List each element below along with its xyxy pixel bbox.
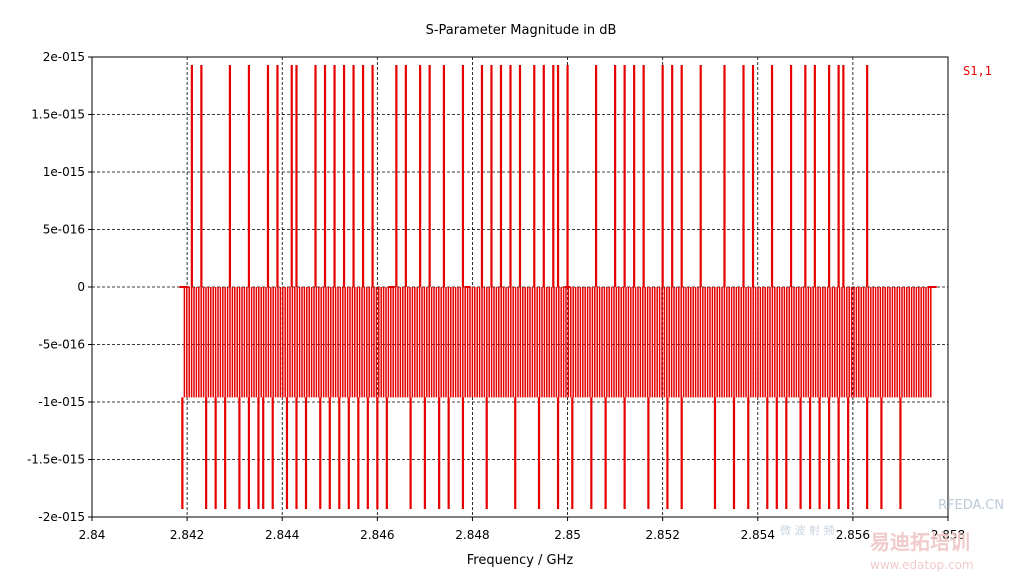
watermark-site: RFEDA.CN [938, 498, 1004, 513]
x-tick-label: 2.846 [360, 528, 394, 542]
x-tick-label: 2.85 [554, 528, 581, 542]
x-tick-label: 2.856 [836, 528, 870, 542]
watermark-brand: 易迪拓培训 [870, 530, 970, 554]
y-tick-label: 5e-016 [43, 223, 85, 237]
y-tick-label: 1.5e-015 [31, 108, 85, 122]
y-tick-label: -1e-015 [38, 395, 85, 409]
watermark-tagline: 微 波 射 频 [780, 523, 835, 537]
series-s11 [179, 65, 937, 509]
x-tick-label: 2.854 [741, 528, 775, 542]
x-tick-label: 2.852 [645, 528, 679, 542]
chart-title: S-Parameter Magnitude in dB [426, 23, 617, 38]
x-tick-label: 2.84 [79, 528, 106, 542]
y-tick-label: 0 [77, 280, 85, 294]
y-axis-ticks: 2e-015 1.5e-015 1e-015 5e-016 0 -5e-016 -1e-01… [27, 50, 92, 524]
watermark-url: www.edatop.com [870, 558, 974, 572]
x-tick-label: 2.844 [265, 528, 299, 542]
x-tick-label: 2.842 [170, 528, 204, 542]
x-axis-ticks: 2.84 2.842 2.844 2.846 2.848 2.85 2.852 2.854 2.… [79, 517, 965, 542]
x-tick-label: 2.848 [455, 528, 489, 542]
legend-s11: S1,1 [963, 64, 992, 78]
x-tick-label: 2.858 [931, 528, 965, 542]
series-s11-band [183, 287, 932, 398]
y-tick-label: 1e-015 [43, 165, 85, 179]
y-tick-label: -2e-015 [38, 510, 85, 524]
watermark: RFEDA.CN 微 波 射 频 易迪拓培训 www.edatop.com [780, 498, 1004, 572]
y-tick-label: -5e-016 [38, 338, 85, 352]
y-tick-label: 2e-015 [43, 50, 85, 64]
x-axis-title: Frequency / GHz [467, 553, 574, 568]
y-tick-label: -1.5e-015 [27, 453, 85, 467]
